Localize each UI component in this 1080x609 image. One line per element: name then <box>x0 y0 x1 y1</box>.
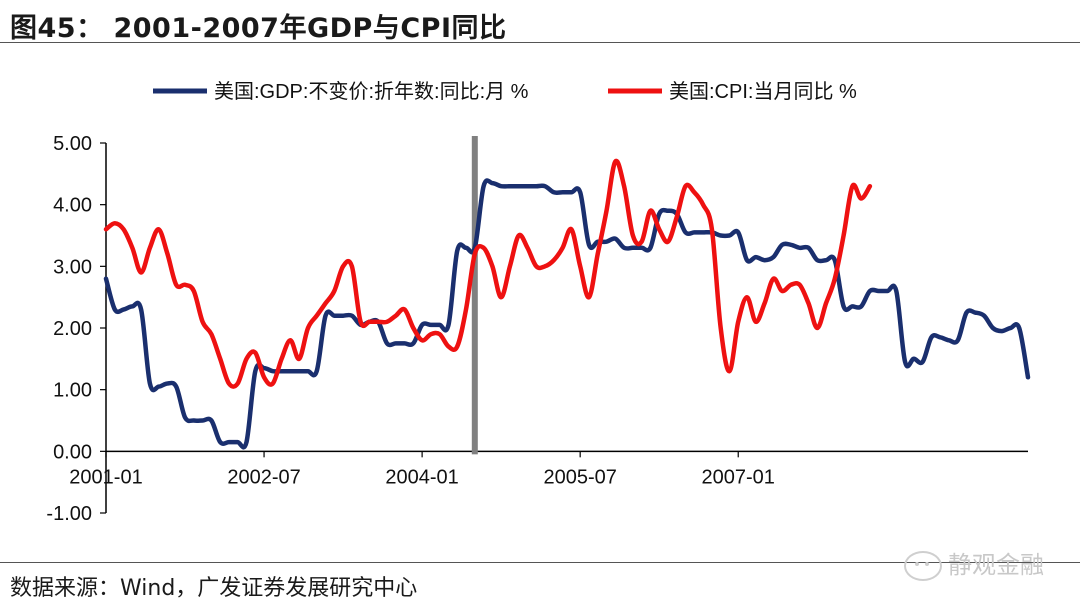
title-divider <box>0 42 1080 43</box>
wechat-icon <box>904 551 942 581</box>
legend-label-gdp: 美国:GDP:不变价:折年数:同比:月 % <box>214 80 529 103</box>
y-tick-label: -1.00 <box>46 503 92 525</box>
legend: 美国:GDP:不变价:折年数:同比:月 % 美国:CPI:当月同比 % <box>153 80 857 103</box>
y-tick-label: 4.00 <box>53 195 92 217</box>
y-tick-label: 1.00 <box>53 380 92 402</box>
y-tick-label: 2.00 <box>53 318 92 340</box>
page-title: 图45： 2001-2007年GDP与CPI同比 <box>10 13 507 44</box>
series-lines <box>103 158 1031 450</box>
x-tick-label: 2001-01 <box>69 466 142 488</box>
source-note: 数据来源：Wind，广发证券发展研究中心 <box>10 576 418 601</box>
series-line-gdp <box>103 178 1031 450</box>
watermark: 静观金融 <box>904 545 1044 581</box>
axes: 5.00 4.00 3.00 2.00 1.00 0.00 -1.00 2001-01 2002… <box>46 133 1028 525</box>
watermark-text: 静观金融 <box>948 551 1044 579</box>
y-tick-label: 0.00 <box>53 441 92 463</box>
y-tick-label: 5.00 <box>53 133 92 155</box>
y-tick-label: 3.00 <box>53 256 92 278</box>
chart: 美国:GDP:不变价:折年数:同比:月 % 美国:CPI:当月同比 % 5.00… <box>46 80 1031 525</box>
period-divider <box>471 136 478 455</box>
series-line-cpi <box>103 158 873 389</box>
x-tick-label: 2002-07 <box>227 466 300 488</box>
x-tick-label: 2005-07 <box>543 466 616 488</box>
x-tick-label: 2007-01 <box>702 466 775 488</box>
footer-divider <box>0 562 1080 563</box>
x-tick-label: 2004-01 <box>385 466 458 488</box>
legend-label-cpi: 美国:CPI:当月同比 % <box>669 80 857 103</box>
